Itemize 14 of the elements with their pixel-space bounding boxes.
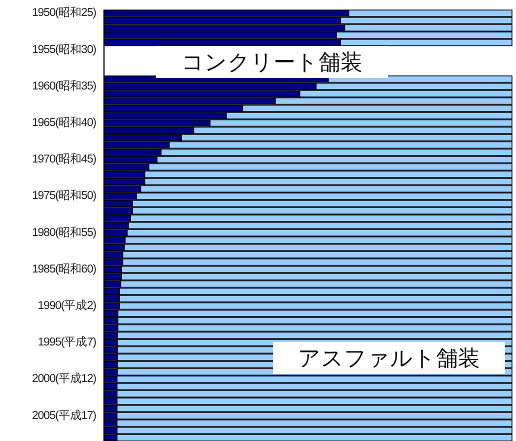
series-label: コンクリート舗装 bbox=[182, 50, 362, 74]
y-tick-label: 1995(平成7) bbox=[38, 336, 97, 349]
y-tick-label: 1975(昭和50) bbox=[32, 189, 97, 202]
y-tick-label: 2000(平成12) bbox=[32, 372, 97, 386]
y-tick-label: 1950(昭和25) bbox=[32, 6, 97, 20]
y-tick-label: 1990(平成2) bbox=[38, 299, 97, 312]
y-tick-label: 1985(昭和60) bbox=[32, 262, 97, 276]
y-tick-label: 1955(昭和30) bbox=[32, 42, 97, 56]
y-tick-label: 1980(昭和55) bbox=[32, 226, 97, 239]
series-label: アスファルト舗装 bbox=[298, 346, 480, 370]
y-tick-label: 1970(昭和45) bbox=[32, 152, 97, 166]
y-tick-label: 2005(平成17) bbox=[32, 408, 97, 422]
y-tick-label: 1965(昭和40) bbox=[32, 116, 97, 130]
y-tick-label: 1960(昭和35) bbox=[32, 79, 97, 92]
